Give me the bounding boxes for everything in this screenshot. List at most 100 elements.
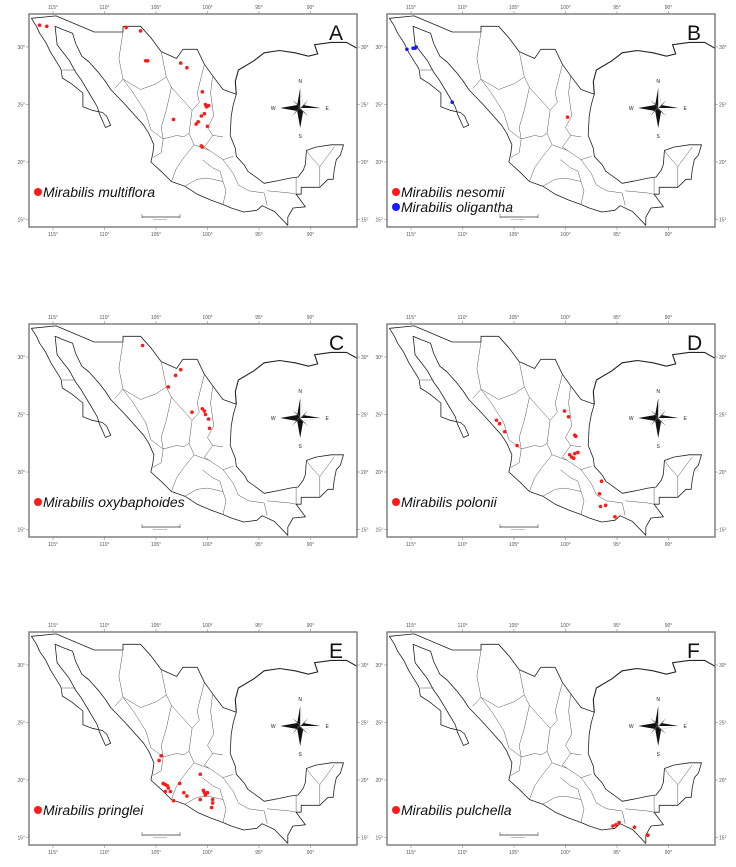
state-boundary (549, 64, 563, 111)
state-boundary (542, 795, 582, 805)
state-boundary (580, 799, 585, 823)
state-boundary (570, 445, 582, 447)
lat-tick-label: 25° (375, 103, 383, 109)
occurrence-point (185, 65, 189, 70)
state-boundary (518, 397, 530, 450)
lon-tick-label: 90° (307, 850, 315, 856)
lon-tick-label: 95° (613, 850, 621, 856)
occurrence-point (199, 114, 204, 118)
lon-tick-label: 115° (48, 315, 58, 321)
state-boundary (160, 669, 172, 706)
map-svg: 115° 115° 110° 110° 105° 105° 100° 100° 95° 95° 90… (375, 5, 727, 238)
lon-tick-label: 100° (202, 315, 212, 321)
lat-tick-label: 20° (375, 160, 383, 166)
occurrence-point (178, 367, 183, 372)
lat-tick-label: 15° (719, 836, 727, 842)
lon-tick-label: 90° (307, 315, 315, 321)
state-boundary (207, 385, 214, 446)
country-outline (389, 325, 702, 536)
occurrence-point (205, 124, 210, 129)
legend-marker (34, 188, 42, 196)
state-boundary (521, 751, 548, 758)
scale-bar (499, 524, 539, 530)
state-boundary (562, 135, 571, 151)
lat-tick-label: 30° (361, 45, 369, 51)
country-outline (31, 325, 344, 536)
state-boundary (319, 456, 335, 498)
lat-tick-label: 30° (375, 663, 383, 669)
state-boundary (160, 51, 172, 88)
legend-species-label: Mirabilis pringlei (43, 802, 144, 818)
occurrence-point (515, 443, 519, 448)
map-frame (28, 631, 358, 846)
state-boundary (204, 135, 213, 151)
occurrence-point (576, 450, 580, 455)
lat-tick-label: 20° (375, 778, 383, 784)
state-boundary (194, 762, 234, 778)
state-boundary (521, 133, 548, 140)
lat-tick-label: 30° (375, 355, 383, 361)
occurrence-point (178, 61, 183, 65)
scale-bar (141, 524, 181, 530)
lat-tick-label: 25° (375, 413, 383, 419)
state-boundary (222, 159, 268, 206)
state-boundary (562, 753, 571, 769)
state-boundary (163, 133, 190, 140)
lon-tick-label: 105° (509, 315, 519, 321)
compass-rose-icon: N E S W (629, 389, 688, 450)
state-boundary (194, 454, 234, 470)
lon-tick-label: 110° (100, 232, 110, 238)
lon-tick-label: 90° (307, 542, 315, 548)
compass-n-label: N (298, 79, 302, 85)
state-boundary (570, 753, 582, 755)
lon-tick-label: 100° (560, 5, 570, 11)
state-boundary (518, 361, 530, 398)
lon-tick-label: 90° (665, 315, 673, 321)
state-boundary (171, 144, 195, 182)
lon-tick-label: 110° (100, 850, 110, 856)
lat-tick-label: 25° (361, 413, 369, 419)
state-boundary (549, 682, 563, 729)
occurrence-point (159, 754, 163, 758)
map-frame (28, 323, 358, 538)
occurrence-point (173, 373, 178, 378)
lon-tick-label: 115° (48, 623, 58, 629)
state-boundary (171, 705, 193, 729)
scale-bar (141, 832, 181, 838)
state-boundary (549, 374, 563, 421)
state-boundary (529, 705, 551, 729)
lat-tick-label: 30° (719, 45, 727, 51)
state-boundary (222, 777, 268, 824)
occurrence-point (572, 451, 577, 456)
state-boundary (677, 764, 693, 806)
state-boundary (625, 500, 655, 505)
state-boundary (150, 129, 164, 158)
compass-e-label: E (684, 106, 688, 112)
lat-tick-label: 20° (17, 160, 25, 166)
lat-tick-label: 30° (17, 355, 25, 361)
lon-tick-label: 105° (509, 623, 519, 629)
state-boundary (150, 439, 164, 468)
lat-tick-label: 15° (17, 218, 25, 224)
map-svg: 115° 115° 110° 110° 105° 105° 100° 100° 95° 95° 90… (375, 315, 727, 548)
map-panel-b: 115° 115° 110° 110° 105° 105° 100° 100° 95° 95° 90… (362, 0, 736, 245)
state-boundary (529, 397, 551, 421)
lat-tick-label: 30° (361, 355, 369, 361)
occurrence-point (562, 409, 567, 413)
lat-tick-label: 20° (361, 160, 369, 166)
occurrence-point (177, 781, 182, 786)
us-gulf-coast (234, 351, 357, 405)
state-boundary (122, 386, 167, 400)
lat-tick-label: 20° (719, 470, 727, 476)
legend-species-label: Mirabilis pulchella (401, 802, 512, 818)
compass-rose-icon: N E S W (629, 79, 688, 140)
lon-tick-label: 110° (458, 5, 468, 11)
map-frame (386, 631, 716, 846)
occurrence-point (206, 103, 211, 108)
state-boundary (480, 386, 525, 400)
occurrence-point (210, 801, 215, 805)
lon-tick-label: 100° (560, 850, 570, 856)
lat-tick-label: 25° (375, 721, 383, 727)
lon-tick-label: 95° (613, 542, 621, 548)
lon-tick-label: 105° (509, 232, 519, 238)
